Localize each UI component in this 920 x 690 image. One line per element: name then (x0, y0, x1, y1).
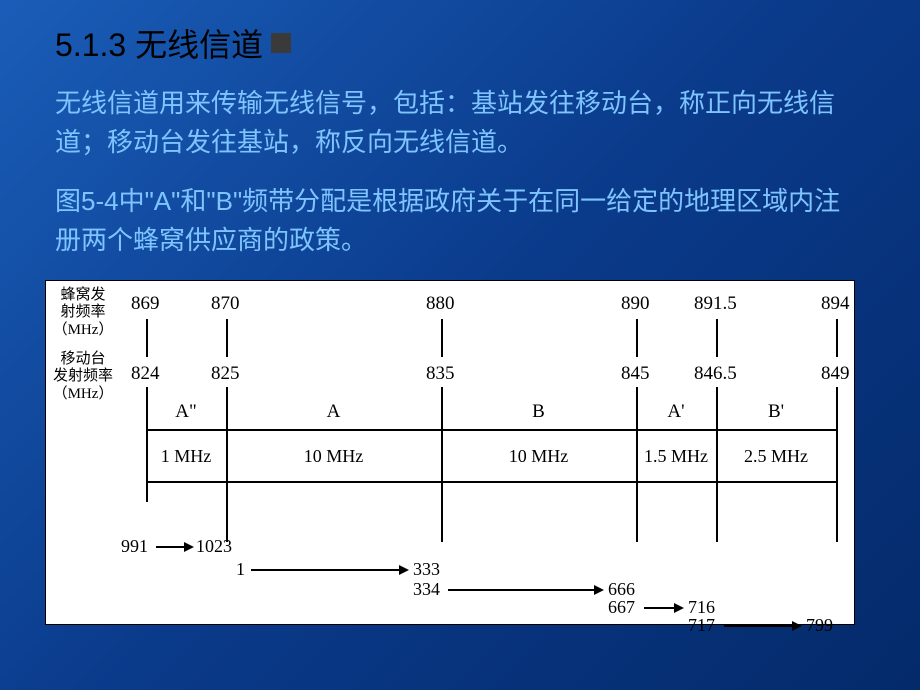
band-1: A (226, 401, 441, 423)
mob-freq-0: 824 (131, 363, 160, 385)
band-0: A" (146, 401, 226, 423)
ch-1023: 1023 (196, 536, 232, 557)
ch-991: 991 (121, 536, 148, 557)
mob-freq-1: 825 (211, 363, 240, 385)
title-square-icon (271, 33, 291, 53)
bw-1: 10 MHz (226, 446, 441, 467)
ch-799: 799 (806, 615, 833, 636)
cell-freq-3: 890 (621, 293, 650, 315)
arrow-1 (156, 546, 186, 548)
arrow-head-5 (792, 621, 802, 631)
ch-1: 1 (236, 559, 245, 580)
arrow-head-4 (674, 603, 684, 613)
slide-title: 5.1.3 无线信道 (55, 20, 865, 66)
tick-top-5 (836, 319, 838, 357)
mob-freq-5: 849 (821, 363, 850, 385)
ch-717: 717 (688, 615, 715, 636)
arrow-4 (644, 607, 676, 609)
ch-333: 333 (413, 559, 440, 580)
tick-top-3 (636, 319, 638, 357)
arrow-5 (724, 625, 794, 627)
tick-top-4 (716, 319, 718, 357)
arrow-2 (251, 569, 401, 571)
mob-freq-2: 835 (426, 363, 455, 385)
label-cell-tx: 蜂窝发射频率（MHz） (48, 287, 118, 339)
arrow-head-2 (399, 565, 409, 575)
cell-freq-0: 869 (131, 293, 160, 315)
cell-freq-4: 891.5 (694, 293, 737, 315)
vline-5 (836, 387, 838, 542)
slide: 5.1.3 无线信道 无线信道用来传输无线信号，包括：基站发往移动台，称正向无线… (0, 0, 920, 690)
paragraph-2: 图5-4中"A"和"B"频带分配是根据政府关于在同一给定的地理区域内注册两个蜂窝… (55, 182, 865, 260)
band-4: B' (716, 401, 836, 423)
paragraph-1: 无线信道用来传输无线信号，包括：基站发往移动台，称正向无线信道；移动台发往基站，… (55, 84, 865, 162)
bw-2: 10 MHz (441, 446, 636, 467)
ch-667: 667 (608, 597, 635, 618)
cell-freq-2: 880 (426, 293, 455, 315)
band-3: A' (636, 401, 716, 423)
hline-2 (146, 481, 838, 483)
label-mobile-tx: 移动台发射频率（MHz） (48, 351, 118, 403)
arrow-head-1 (184, 542, 194, 552)
mob-freq-3: 845 (621, 363, 650, 385)
hline-1 (146, 429, 838, 431)
band-2: B (441, 401, 636, 423)
title-text: 5.1.3 无线信道 (55, 20, 263, 66)
cell-freq-1: 870 (211, 293, 240, 315)
bw-0: 1 MHz (146, 446, 226, 467)
bw-3: 1.5 MHz (636, 446, 716, 467)
cell-freq-5: 894 (821, 293, 850, 315)
tick-top-2 (441, 319, 443, 357)
frequency-diagram: 蜂窝发射频率（MHz） 移动台发射频率（MHz） 869 870 880 890… (45, 280, 855, 625)
bw-4: 2.5 MHz (716, 446, 836, 467)
arrow-3 (448, 589, 596, 591)
tick-top-0 (146, 319, 148, 357)
mob-freq-4: 846.5 (694, 363, 737, 385)
ch-334: 334 (413, 579, 440, 600)
arrow-head-3 (594, 585, 604, 595)
tick-top-1 (226, 319, 228, 357)
